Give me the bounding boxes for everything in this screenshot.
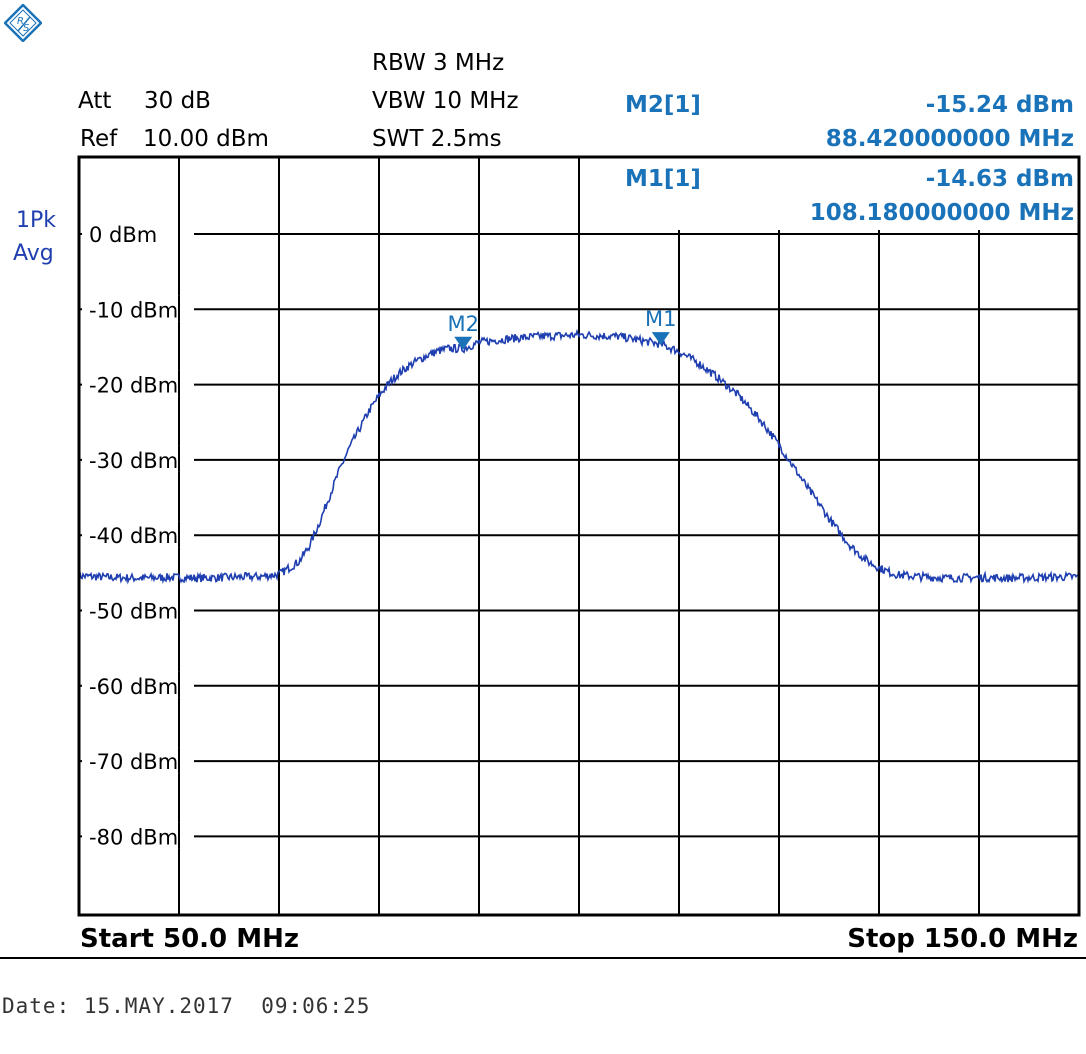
- y-tick-label: -80 dBm: [89, 825, 178, 849]
- tick-label-background: [82, 596, 194, 623]
- tick-label-background: [82, 295, 194, 322]
- start-frequency: Start 50.0 MHz: [80, 924, 299, 954]
- y-tick-label: -20 dBm: [89, 374, 178, 398]
- rbw-setting: RBW 3 MHz: [372, 50, 505, 76]
- att-label: Att: [78, 88, 112, 114]
- marker-m1-id: M1[1]: [625, 166, 701, 192]
- y-tick-label: -40 dBm: [89, 524, 178, 548]
- y-tick-label: -10 dBm: [89, 298, 178, 322]
- svg-text:R: R: [17, 16, 24, 27]
- y-tick-label: -50 dBm: [89, 600, 178, 624]
- marker-m2-freq: 88.420000000 MHz: [825, 126, 1074, 152]
- att-value: 30 dB: [144, 88, 211, 114]
- vbw-setting: VBW 10 MHz: [372, 88, 519, 114]
- detector-line1: 1Pk: [16, 208, 57, 233]
- y-tick-label: -60 dBm: [89, 675, 178, 699]
- rohde-schwarz-logo-icon: R S: [4, 4, 42, 42]
- swt-setting: SWT 2.5ms: [372, 126, 502, 152]
- ref-value: 10.00 dBm: [143, 126, 269, 152]
- trace-line: [78, 328, 1080, 585]
- tick-label-background: [82, 822, 194, 849]
- marker-m1-label: M1: [645, 307, 676, 331]
- tick-label-background: [82, 747, 194, 774]
- y-tick-label: -30 dBm: [89, 449, 178, 473]
- marker-m2-label: M2: [447, 312, 478, 336]
- svg-text:S: S: [23, 23, 30, 34]
- marker-m1-level: -14.63 dBm: [925, 166, 1074, 192]
- tick-label-background: [82, 370, 194, 397]
- capture-date: Date: 15.MAY.2017 09:06:25: [2, 994, 371, 1018]
- y-tick-label: -70 dBm: [89, 750, 178, 774]
- tick-label-background: [82, 521, 194, 548]
- marker-m1-freq: 108.180000000 MHz: [809, 200, 1074, 226]
- tick-label-background: [82, 445, 194, 472]
- ref-label: Ref: [80, 126, 118, 152]
- y-tick-label: 0 dBm: [89, 223, 157, 247]
- marker-m2-id: M2[1]: [625, 92, 701, 118]
- marker-m2-level: -15.24 dBm: [925, 92, 1074, 118]
- marker-m1-triangle-icon: [651, 332, 670, 346]
- footer-divider: [0, 957, 1086, 959]
- marker-m2-triangle-icon: [454, 336, 473, 350]
- detector-line2: Avg: [13, 241, 54, 266]
- stop-frequency: Stop 150.0 MHz: [847, 924, 1078, 954]
- tick-label-background: [82, 220, 194, 246]
- tick-label-background: [82, 671, 194, 698]
